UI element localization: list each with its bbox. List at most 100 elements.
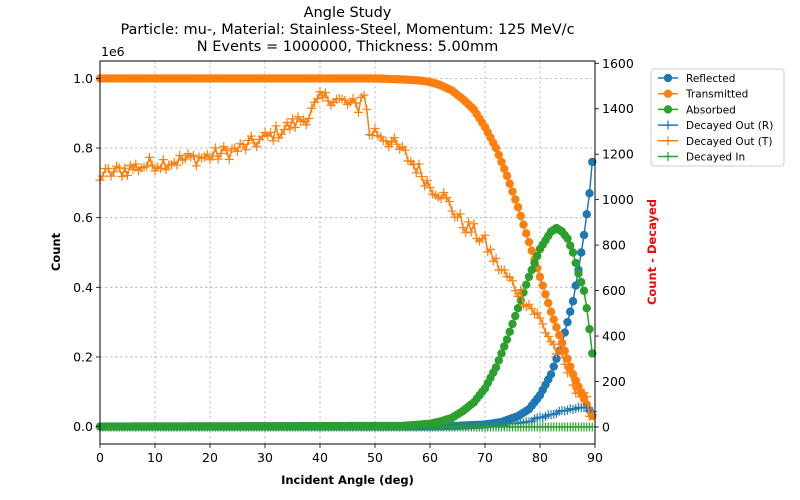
data-point [381, 136, 391, 146]
series-transmitted [95, 74, 597, 421]
data-point [211, 143, 220, 153]
data-point [497, 157, 506, 167]
x-tick-label: 30 [257, 450, 273, 465]
data-point [447, 206, 457, 216]
data-point [535, 313, 545, 323]
data-point [571, 258, 580, 268]
data-point [362, 104, 372, 114]
data-point [527, 304, 537, 314]
data-point [544, 298, 553, 308]
data-point [568, 297, 578, 306]
data-point [444, 197, 454, 207]
data-point [527, 246, 536, 255]
legend-swatch-marker [663, 73, 673, 83]
x-tick-label: 40 [312, 450, 328, 465]
data-point [549, 339, 559, 349]
plot-frame [99, 60, 596, 445]
y-right-tick-label: 1000 [602, 192, 634, 207]
data-point [156, 163, 165, 173]
data-point [500, 164, 509, 174]
data-point [224, 154, 234, 164]
x-axis: 0 10 20 30 40 50 60 70 80 90 [96, 444, 603, 465]
data-point [147, 160, 157, 170]
x-tick-label: 90 [587, 450, 603, 465]
y-axis-multiplier: 1e6 [101, 44, 125, 59]
legend-item: Decayed Out (T) [658, 136, 772, 148]
data-point [252, 142, 262, 152]
legend-box [650, 68, 785, 167]
data-point [117, 172, 127, 182]
data-point [491, 363, 501, 372]
y-right-tick-label: 1600 [602, 56, 634, 71]
data-point [555, 330, 564, 340]
y-right-tick-label: 0 [602, 419, 610, 434]
data-point [180, 154, 190, 164]
series-line [99, 89, 593, 418]
legend-label: Reflected [686, 73, 735, 85]
legend-item: Absorbed [658, 104, 736, 116]
data-point [505, 327, 514, 336]
data-point [469, 219, 479, 229]
y-right-tick-label: 400 [602, 329, 626, 344]
data-point [519, 220, 528, 229]
data-point [175, 150, 185, 160]
data-point [202, 149, 212, 159]
data-point [233, 146, 242, 156]
data-point [508, 319, 517, 329]
data-point [585, 189, 594, 198]
data-point [191, 161, 201, 171]
legend-label: Decayed In [686, 152, 745, 164]
data-point [538, 281, 547, 290]
data-point [500, 342, 509, 351]
legend-label: Decayed Out (T) [686, 136, 772, 148]
data-point [549, 315, 558, 324]
chart-title-line: Particle: mu-, Material: Stainless-Steel… [120, 22, 574, 38]
data-point [318, 93, 328, 103]
data-point [497, 349, 506, 358]
data-point [585, 324, 594, 334]
data-point [546, 307, 556, 316]
data-point [266, 127, 275, 137]
data-point [579, 230, 589, 240]
data-point [461, 228, 471, 238]
data-point [505, 179, 514, 188]
data-point [321, 88, 330, 98]
legend-item: Transmitted [658, 89, 748, 101]
x-tick-label: 10 [147, 450, 163, 465]
legend-swatch-marker [663, 136, 673, 146]
data-point [535, 272, 545, 282]
data-point [527, 265, 536, 275]
data-point [516, 285, 526, 295]
chart-title-line: Angle Study [304, 5, 392, 21]
y-tick-label: 0.4 [73, 280, 93, 295]
x-tick-label: 20 [202, 450, 218, 465]
series-line [100, 77, 593, 417]
data-point [161, 165, 171, 175]
data-point [577, 277, 586, 287]
data-point [400, 145, 410, 155]
series-layer [95, 74, 597, 432]
data-point [480, 230, 490, 240]
data-point [510, 286, 520, 296]
data-point [516, 211, 525, 221]
data-point [513, 304, 523, 313]
data-point [145, 152, 154, 162]
series-absorbed [95, 223, 597, 431]
data-point [103, 164, 113, 174]
x-axis-label: Incident Angle (deg) [281, 473, 414, 487]
data-point [530, 258, 539, 268]
data-point [524, 272, 534, 282]
data-point [532, 308, 542, 318]
data-point [142, 161, 152, 171]
data-point [513, 291, 523, 301]
data-point [277, 129, 286, 139]
data-point [565, 365, 575, 375]
x-tick-label: 70 [477, 450, 493, 465]
data-point [541, 290, 550, 299]
y-right-tick-label: 600 [602, 283, 626, 298]
data-point [568, 248, 578, 257]
data-point [538, 319, 548, 329]
data-point [574, 269, 583, 278]
data-point [172, 160, 182, 170]
